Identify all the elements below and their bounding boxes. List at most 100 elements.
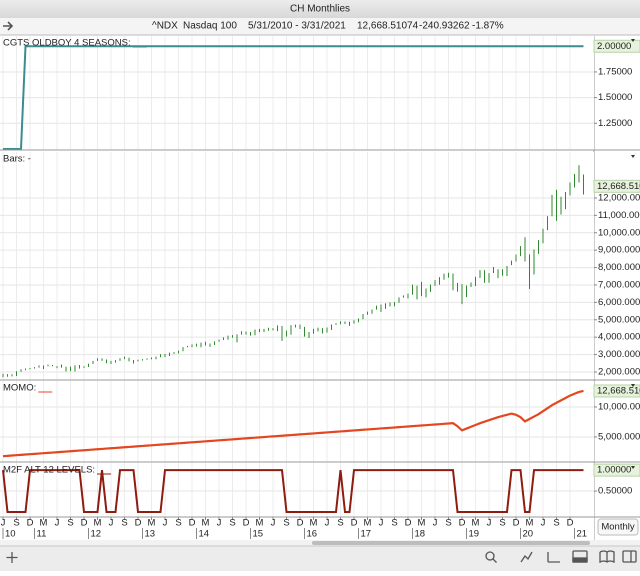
y-tick-label: 7,000.00000 bbox=[598, 279, 640, 290]
y-tick-label: 10,000.00000 bbox=[598, 227, 640, 238]
current-value-label: 1.00000 bbox=[597, 465, 631, 476]
panel-title: CGTS OLDBOY 4 SEASONS: bbox=[3, 38, 131, 49]
current-value-box bbox=[593, 179, 640, 193]
y-tick-label: 10,000.00000 bbox=[598, 401, 640, 412]
year-label: 14 bbox=[199, 529, 210, 540]
current-value-box bbox=[593, 384, 640, 398]
y-tick-label: 3,000.00000 bbox=[598, 349, 640, 360]
year-label: 20 bbox=[523, 529, 534, 540]
axis-button[interactable] bbox=[547, 552, 560, 563]
month-label: J bbox=[487, 518, 492, 529]
year-label: 16 bbox=[307, 529, 318, 540]
year-label: 17 bbox=[361, 529, 372, 540]
price-change: -240.93262 bbox=[419, 21, 470, 32]
current-value-box bbox=[593, 463, 640, 477]
indicator-line bbox=[3, 45, 584, 150]
month-label: J bbox=[163, 518, 168, 529]
y-tick-label: 1.75000 bbox=[598, 66, 632, 77]
y-tick-label: 5,000.00000 bbox=[598, 431, 640, 442]
month-label: M bbox=[472, 518, 480, 529]
panel-menu-arrow bbox=[631, 466, 635, 469]
percent-change: -1.87% bbox=[472, 21, 504, 32]
sidebar-button[interactable] bbox=[622, 550, 637, 563]
last-price: 12,668.51074 bbox=[357, 21, 419, 32]
month-label: D bbox=[27, 518, 34, 529]
year-label: 11 bbox=[37, 529, 47, 540]
month-label: S bbox=[283, 518, 289, 529]
month-label: D bbox=[243, 518, 250, 529]
month-label: M bbox=[310, 518, 318, 529]
date-range: 5/31/2010 - 3/31/2021 bbox=[248, 21, 346, 32]
year-label: 18 bbox=[415, 529, 426, 540]
y-tick-label: 1.50000 bbox=[598, 92, 632, 103]
month-label: D bbox=[81, 518, 88, 529]
month-label: S bbox=[175, 518, 181, 529]
month-label: M bbox=[256, 518, 264, 529]
period-label[interactable]: Monthly bbox=[601, 522, 635, 533]
month-label: J bbox=[109, 518, 114, 529]
month-label: J bbox=[433, 518, 438, 529]
panel-title: Bars: - bbox=[3, 154, 31, 165]
indicator-line bbox=[2, 469, 584, 513]
month-label: J bbox=[325, 518, 330, 529]
toolbar bbox=[0, 18, 640, 35]
month-label: D bbox=[459, 518, 466, 529]
search-button[interactable] bbox=[485, 551, 497, 563]
y-tick-label: 0.50000 bbox=[598, 486, 632, 497]
month-label: S bbox=[13, 518, 19, 529]
symbol: ^NDX bbox=[152, 21, 178, 32]
book-button[interactable] bbox=[599, 550, 615, 564]
month-label: J bbox=[1, 518, 6, 529]
panel-menu-arrow bbox=[631, 155, 635, 158]
month-label: M bbox=[526, 518, 534, 529]
panel-background bbox=[0, 36, 594, 150]
panel-menu-arrow bbox=[631, 39, 635, 42]
scroll-thumb[interactable] bbox=[312, 541, 590, 545]
panel-title: MOMO: bbox=[3, 383, 36, 394]
year-label: 13 bbox=[145, 529, 156, 540]
month-label: D bbox=[351, 518, 358, 529]
title-bar bbox=[0, 0, 640, 18]
year-label: 15 bbox=[253, 529, 264, 540]
month-label: D bbox=[405, 518, 412, 529]
month-label: M bbox=[202, 518, 210, 529]
year-label: 10 bbox=[5, 529, 16, 540]
y-tick-label: 6,000.00000 bbox=[598, 297, 640, 308]
month-label: S bbox=[499, 518, 505, 529]
instrument-name: Nasdaq 100 bbox=[183, 21, 237, 32]
add-button[interactable] bbox=[6, 552, 18, 563]
y-tick-label: 2,000.00000 bbox=[598, 367, 640, 378]
panel-menu-arrow bbox=[631, 384, 635, 387]
y-tick-label: 1.25000 bbox=[598, 118, 632, 129]
panel-background bbox=[0, 152, 594, 380]
y-tick-label: 12,000.00000 bbox=[598, 192, 640, 203]
y-tick-label: 8,000.00000 bbox=[598, 262, 640, 273]
month-label: S bbox=[445, 518, 451, 529]
y-tick-label: 11,000.00000 bbox=[598, 210, 640, 221]
month-label: M bbox=[94, 518, 102, 529]
panel-button[interactable] bbox=[572, 550, 588, 563]
y-tick-label: 9,000.00000 bbox=[598, 245, 640, 256]
month-label: S bbox=[391, 518, 397, 529]
panel-title: M2F ALT 12 LEVELS: bbox=[3, 465, 95, 476]
back-arrow[interactable] bbox=[3, 21, 14, 31]
month-label: D bbox=[135, 518, 142, 529]
month-label: J bbox=[217, 518, 222, 529]
month-label: D bbox=[189, 518, 196, 529]
indicator-line bbox=[2, 389, 584, 458]
month-label: M bbox=[364, 518, 372, 529]
month-label: M bbox=[148, 518, 156, 529]
year-label: 12 bbox=[91, 529, 102, 540]
time-axis bbox=[0, 517, 594, 540]
month-label: J bbox=[55, 518, 60, 529]
month-label: J bbox=[379, 518, 384, 529]
period-button[interactable] bbox=[597, 518, 639, 536]
window-title: CH Monthlies bbox=[290, 4, 350, 15]
month-label: S bbox=[337, 518, 343, 529]
current-value-label: 2.00000 bbox=[597, 41, 631, 52]
y-tick-label: 4,000.00000 bbox=[598, 332, 640, 343]
current-value-label: 12,668.51074 bbox=[597, 385, 640, 396]
draw-tool-button[interactable] bbox=[520, 551, 533, 563]
month-label: J bbox=[271, 518, 276, 529]
